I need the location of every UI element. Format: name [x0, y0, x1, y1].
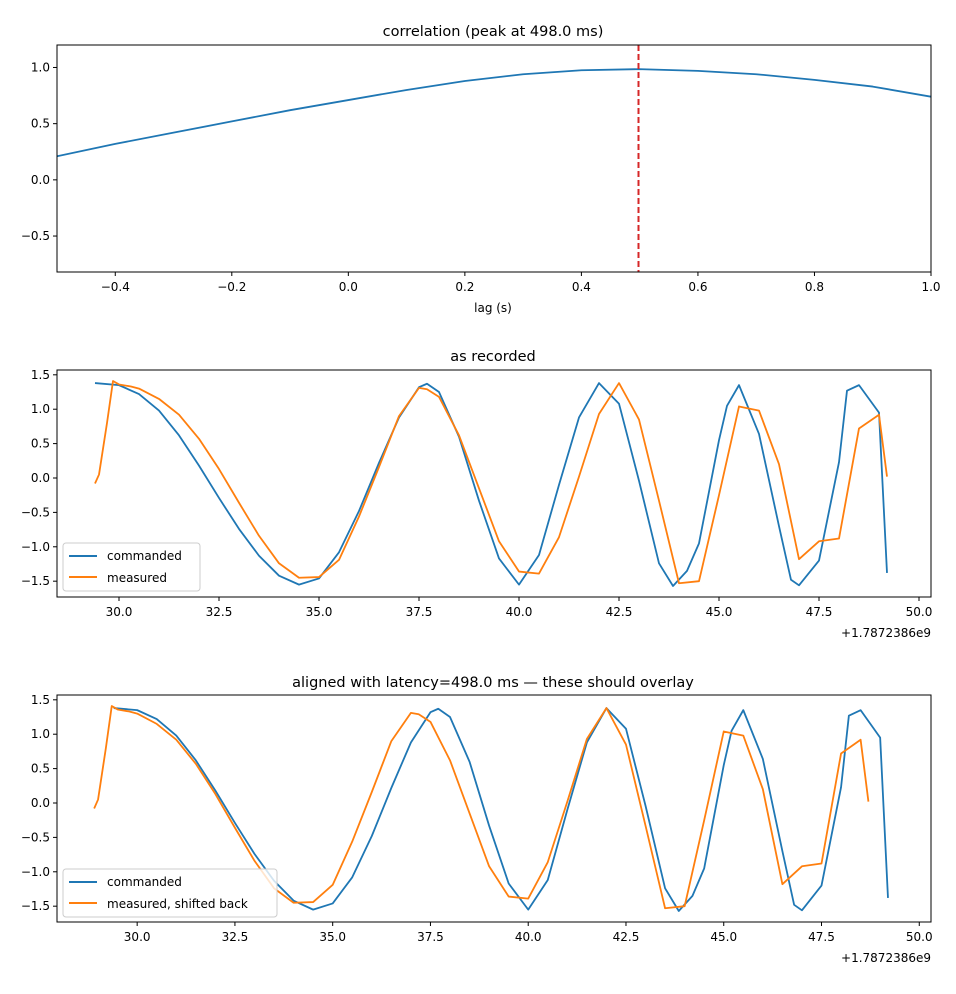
correlation-xtick-label: −0.4	[101, 280, 130, 294]
legend-label-commanded: commanded	[107, 875, 182, 889]
correlation-xtick-label: 0.6	[688, 280, 707, 294]
correlation-ytick-label: −0.5	[21, 229, 50, 243]
aligned-title: aligned with latency=498.0 ms — these sh…	[292, 675, 694, 691]
as-recorded-xtick-label: 32.5	[206, 605, 233, 619]
aligned-xtick-label: 47.5	[808, 930, 835, 944]
aligned-xtick-label: 40.0	[515, 930, 542, 944]
correlation-title: correlation (peak at 498.0 ms)	[383, 24, 604, 40]
aligned-panel: aligned with latency=498.0 ms — these sh…	[21, 675, 933, 965]
aligned-ytick-label: 1.5	[31, 693, 50, 707]
as-recorded-xtick-label: 42.5	[606, 605, 633, 619]
legend-box	[62, 868, 278, 918]
aligned-offset-text: +1.7872386e9	[841, 951, 931, 965]
correlation-xtick-label: −0.2	[217, 280, 246, 294]
correlation-xtick-label: 0.2	[455, 280, 474, 294]
as-recorded-ytick-label: −0.5	[21, 505, 50, 519]
as-recorded-offset-text: +1.7872386e9	[841, 626, 931, 640]
correlation-xlabel: lag (s)	[474, 301, 512, 315]
correlation-xtick-label: 0.8	[805, 280, 824, 294]
as-recorded-series-commanded-line	[94, 382, 888, 587]
aligned-ytick-label: −1.0	[21, 865, 50, 879]
aligned-xtick-label: 30.0	[124, 930, 151, 944]
as-recorded-xtick-label: 30.0	[106, 605, 133, 619]
aligned-xtick-label: 42.5	[613, 930, 640, 944]
as-recorded-legend: commanded measured	[62, 542, 201, 592]
correlation-ytick-label: 0.5	[31, 117, 50, 131]
aligned-axes-frame	[56, 694, 932, 923]
as-recorded-ytick-label: −1.5	[21, 574, 50, 588]
aligned-ytick-label: 0.5	[31, 762, 50, 776]
correlation-ytick-label: 1.0	[31, 60, 50, 74]
correlation-series-correlation-line	[57, 68, 931, 158]
correlation-ytick-label: 0.0	[31, 173, 50, 187]
as-recorded-axes-frame	[56, 369, 932, 598]
aligned-xtick-label: 37.5	[417, 930, 444, 944]
legend-label-measured-shifted: measured, shifted back	[107, 897, 248, 911]
as-recorded-panel: as recorded 30.0 32.5 35.0 37.5 40.0 42.5 45.0…	[21, 349, 933, 640]
legend-label-commanded: commanded	[107, 549, 182, 563]
as-recorded-xtick-label: 50.0	[906, 605, 933, 619]
aligned-ytick-label: 1.0	[31, 727, 50, 741]
as-recorded-ytick-label: −1.0	[21, 540, 50, 554]
correlation-axes-frame	[56, 44, 932, 273]
as-recorded-ytick-label: 0.5	[31, 437, 50, 451]
as-recorded-title: as recorded	[450, 349, 536, 365]
as-recorded-xtick-label: 40.0	[506, 605, 533, 619]
legend-label-measured: measured	[107, 571, 167, 585]
aligned-xtick-label: 50.0	[906, 930, 933, 944]
correlation-xtick-label: 1.0	[921, 280, 940, 294]
aligned-xtick-label: 35.0	[319, 930, 346, 944]
aligned-legend: commanded measured, shifted back	[62, 868, 278, 918]
aligned-ytick-label: −0.5	[21, 830, 50, 844]
aligned-xtick-label: 32.5	[222, 930, 249, 944]
as-recorded-series-measured-line	[94, 380, 888, 585]
as-recorded-xtick-label: 45.0	[706, 605, 733, 619]
legend-box	[62, 542, 201, 592]
aligned-series-measured-shifted-back-line	[93, 705, 870, 910]
correlation-xtick-label: 0.4	[572, 280, 591, 294]
as-recorded-ytick-label: 0.0	[31, 471, 50, 485]
correlation-panel: correlation (peak at 498.0 ms) −0.4 −0.2 0…	[21, 24, 941, 315]
as-recorded-ytick-label: 1.0	[31, 402, 50, 416]
as-recorded-xtick-label: 47.5	[806, 605, 833, 619]
as-recorded-ytick-label: 1.5	[31, 368, 50, 382]
correlation-xtick-label: 0.0	[339, 280, 358, 294]
aligned-xtick-label: 45.0	[710, 930, 737, 944]
aligned-ytick-label: 0.0	[31, 796, 50, 810]
as-recorded-xtick-label: 35.0	[306, 605, 333, 619]
aligned-ytick-label: −1.5	[21, 899, 50, 913]
as-recorded-xtick-label: 37.5	[406, 605, 433, 619]
